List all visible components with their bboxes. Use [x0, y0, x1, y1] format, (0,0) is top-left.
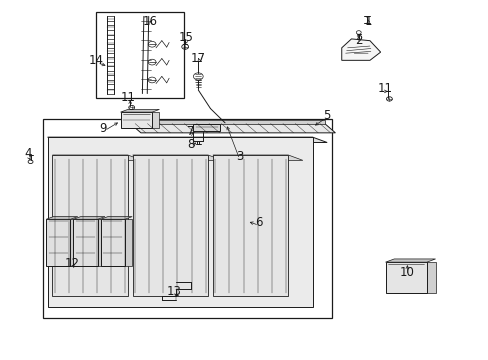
Polygon shape	[127, 112, 159, 128]
Bar	[385, 262, 426, 293]
Bar	[132, 155, 207, 296]
Text: 2: 2	[354, 34, 362, 47]
Bar	[73, 219, 98, 266]
Text: 12: 12	[64, 257, 79, 270]
Bar	[120, 112, 152, 128]
Text: 6: 6	[255, 216, 262, 229]
Bar	[42, 119, 331, 318]
Bar	[193, 123, 220, 131]
Polygon shape	[341, 39, 380, 60]
Polygon shape	[73, 217, 105, 219]
Polygon shape	[393, 262, 435, 293]
Polygon shape	[385, 259, 435, 262]
Text: 1: 1	[364, 14, 371, 27]
Text: 4: 4	[24, 147, 32, 160]
Text: 14: 14	[88, 54, 103, 67]
Polygon shape	[130, 120, 324, 123]
Text: 9: 9	[100, 122, 107, 135]
Text: 10: 10	[399, 266, 414, 279]
Polygon shape	[47, 137, 326, 143]
Polygon shape	[46, 217, 78, 219]
Bar	[96, 12, 183, 98]
Bar	[52, 155, 127, 296]
Polygon shape	[130, 123, 335, 133]
Polygon shape	[101, 217, 132, 219]
Text: 7: 7	[187, 125, 194, 138]
Bar	[212, 155, 287, 296]
Polygon shape	[81, 219, 105, 266]
Polygon shape	[120, 109, 159, 112]
Bar	[47, 137, 312, 307]
Polygon shape	[212, 155, 302, 160]
Text: 5: 5	[323, 109, 330, 122]
Polygon shape	[108, 219, 132, 266]
Text: 11: 11	[377, 82, 392, 95]
Text: 13: 13	[166, 285, 181, 298]
Polygon shape	[132, 155, 222, 160]
Bar	[101, 219, 124, 266]
Polygon shape	[52, 155, 142, 160]
Text: 11: 11	[120, 91, 135, 104]
Polygon shape	[53, 219, 78, 266]
Text: 15: 15	[178, 31, 193, 44]
Text: 3: 3	[236, 150, 243, 163]
Bar	[46, 219, 70, 266]
Text: 16: 16	[142, 14, 157, 27]
Text: 8: 8	[187, 138, 194, 151]
Text: 17: 17	[190, 52, 205, 65]
